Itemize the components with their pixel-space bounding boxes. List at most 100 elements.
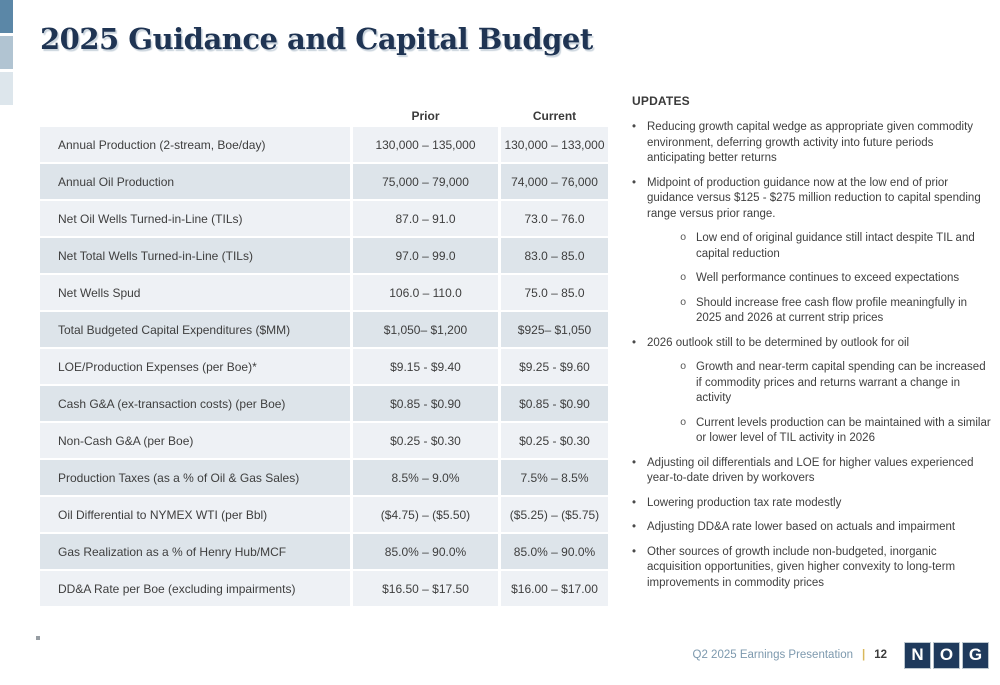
cell-prior: 97.0 – 99.0 <box>353 238 498 273</box>
cell-prior: $0.25 - $0.30 <box>353 423 498 458</box>
cell-current: ($5.25) – ($5.75) <box>501 497 608 532</box>
cell-prior: 75,000 – 79,000 <box>353 164 498 199</box>
update-text: Other sources of growth include non-budg… <box>647 545 956 589</box>
cell-prior: 8.5% – 9.0% <box>353 460 498 495</box>
cell-current: $0.85 - $0.90 <box>501 386 608 421</box>
logo-letter-n: N <box>904 641 931 669</box>
update-text: 2026 outlook still to be determined by o… <box>647 336 910 349</box>
row-label: Net Wells Spud <box>40 275 350 310</box>
update-subitem: o Well performance continues to exceed e… <box>680 271 992 287</box>
cell-current: 73.0 – 76.0 <box>501 201 608 236</box>
guidance-table: Prior Current Annual Production (2-strea… <box>40 105 608 608</box>
update-item: • Adjusting oil differentials and LOE fo… <box>632 456 992 487</box>
cell-prior: 130,000 – 135,000 <box>353 127 498 162</box>
row-label: Total Budgeted Capital Expenditures ($MM… <box>40 312 350 347</box>
nog-logo: N O G <box>904 641 989 669</box>
column-header-empty <box>40 105 350 127</box>
cell-current: 74,000 – 76,000 <box>501 164 608 199</box>
table-row: Total Budgeted Capital Expenditures ($MM… <box>40 312 608 347</box>
cell-prior: $9.15 - $9.40 <box>353 349 498 384</box>
update-text: Growth and near-term capital spending ca… <box>696 361 986 405</box>
update-text: Adjusting oil differentials and LOE for … <box>647 456 974 485</box>
table-row: DD&A Rate per Boe (excluding impairments… <box>40 571 608 606</box>
cell-current: 83.0 – 85.0 <box>501 238 608 273</box>
table-row: LOE/Production Expenses (per Boe)* $9.15… <box>40 349 608 384</box>
footer: Q2 2025 Earnings Presentation | 12 N O G <box>693 640 989 670</box>
cell-prior: 106.0 – 110.0 <box>353 275 498 310</box>
bullet-icon: • <box>632 456 637 469</box>
table-row: Annual Production (2-stream, Boe/day) 13… <box>40 127 608 162</box>
page-number: 12 <box>874 649 887 661</box>
row-label: Oil Differential to NYMEX WTI (per Bbl) <box>40 497 350 532</box>
update-text: Reducing growth capital wedge as appropr… <box>647 121 974 165</box>
cell-current: 7.5% – 8.5% <box>501 460 608 495</box>
row-label: DD&A Rate per Boe (excluding impairments… <box>40 571 350 606</box>
table-row: Annual Oil Production 75,000 – 79,000 74… <box>40 164 608 199</box>
bullet-icon: • <box>632 121 637 133</box>
accent-block-mid <box>0 36 13 69</box>
sub-bullet-icon: o <box>680 232 687 245</box>
bullet-icon: • <box>632 545 637 558</box>
row-label: Net Oil Wells Turned-in-Line (TILs) <box>40 201 350 236</box>
cell-current: 85.0% – 90.0% <box>501 534 608 569</box>
cell-current: 130,000 – 133,000 <box>501 127 608 162</box>
bullet-icon: • <box>632 521 637 534</box>
logo-letter-o: O <box>933 641 960 669</box>
update-item: • Midpoint of production guidance now at… <box>632 176 992 223</box>
update-item: • 2026 outlook still to be determined by… <box>632 336 992 352</box>
row-label: Annual Production (2-stream, Boe/day) <box>40 127 350 162</box>
update-subitem: o Low end of original guidance still int… <box>680 231 992 262</box>
table-row: Gas Realization as a % of Henry Hub/MCF … <box>40 534 608 569</box>
update-text: Lowering production tax rate modestly <box>647 496 842 509</box>
row-label: Production Taxes (as a % of Oil & Gas Sa… <box>40 460 350 495</box>
footer-separator: | <box>861 649 866 661</box>
row-label: Cash G&A (ex-transaction costs) (per Boe… <box>40 386 350 421</box>
cell-prior: $16.50 – $17.50 <box>353 571 498 606</box>
row-label: Net Total Wells Turned-in-Line (TILs) <box>40 238 350 273</box>
table-row: Net Wells Spud 106.0 – 110.0 75.0 – 85.0 <box>40 275 608 310</box>
column-header-prior: Prior <box>411 109 440 123</box>
cell-current: $9.25 - $9.60 <box>501 349 608 384</box>
cell-current: 75.0 – 85.0 <box>501 275 608 310</box>
table-body: Annual Production (2-stream, Boe/day) 13… <box>40 127 608 606</box>
update-text: Adjusting DD&A rate lower based on actua… <box>647 521 956 534</box>
table-header-row: Prior Current <box>40 105 608 127</box>
update-subitem: o Should increase free cash flow profile… <box>680 296 992 327</box>
update-item: • Adjusting DD&A rate lower based on act… <box>632 520 992 536</box>
sub-bullet-icon: o <box>680 416 687 429</box>
cell-prior: $1,050– $1,200 <box>353 312 498 347</box>
logo-letter-g: G <box>962 641 989 669</box>
row-label: Annual Oil Production <box>40 164 350 199</box>
footer-presentation-label: Q2 2025 Earnings Presentation <box>692 649 853 661</box>
corner-accent-blocks <box>0 0 13 108</box>
sub-bullet-icon: o <box>680 272 687 285</box>
table-row: Cash G&A (ex-transaction costs) (per Boe… <box>40 386 608 421</box>
cell-prior: 87.0 – 91.0 <box>353 201 498 236</box>
update-text: Midpoint of production guidance now at t… <box>647 176 981 220</box>
accent-block-dark <box>0 0 13 33</box>
cell-current: $16.00 – $17.00 <box>501 571 608 606</box>
table-row: Non-Cash G&A (per Boe) $0.25 - $0.30 $0.… <box>40 423 608 458</box>
update-text: Low end of original guidance still intac… <box>696 232 975 260</box>
update-item: • Other sources of growth include non-bu… <box>632 545 992 592</box>
table-row: Oil Differential to NYMEX WTI (per Bbl) … <box>40 497 608 532</box>
sub-bullet-icon: o <box>680 361 687 374</box>
updates-heading: UPDATES <box>632 94 690 108</box>
cell-current: $0.25 - $0.30 <box>501 423 608 458</box>
cell-prior: 85.0% – 90.0% <box>353 534 498 569</box>
cell-current: $925– $1,050 <box>501 312 608 347</box>
footnote-dot <box>36 636 40 640</box>
update-text: Should increase free cash flow profile m… <box>696 296 968 325</box>
row-label: LOE/Production Expenses (per Boe)* <box>40 349 350 384</box>
update-subitem: o Growth and near-term capital spending … <box>680 360 992 407</box>
row-label: Gas Realization as a % of Henry Hub/MCF <box>40 534 350 569</box>
updates-panel: UPDATES • Reducing growth capital wedge … <box>632 94 992 600</box>
update-item: • Reducing growth capital wedge as appro… <box>632 120 992 167</box>
bullet-icon: • <box>632 496 637 509</box>
update-text: Current levels production can be maintai… <box>696 416 991 445</box>
table-row: Production Taxes (as a % of Oil & Gas Sa… <box>40 460 608 495</box>
cell-prior: $0.85 - $0.90 <box>353 386 498 421</box>
update-subitem: o Current levels production can be maint… <box>680 416 992 447</box>
bullet-icon: • <box>632 336 637 349</box>
